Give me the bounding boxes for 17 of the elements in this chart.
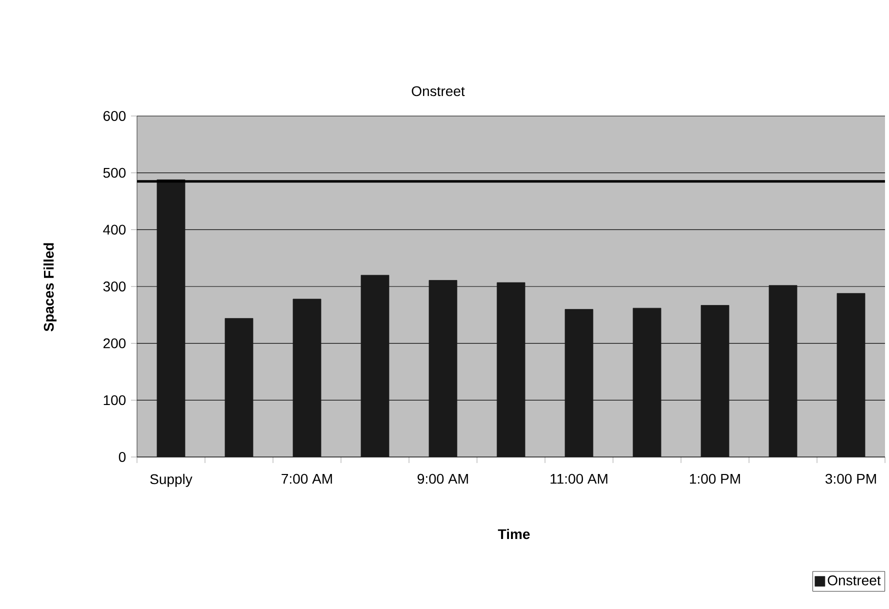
x-tick-label: 9:00 AM [418,474,468,484]
y-tick-label: 100 [104,395,126,406]
x-tick-label: 11:00 AM [550,474,608,484]
x-tick-label: 7:00 AM [282,474,332,484]
y-tick-label: 0 [118,452,126,462]
y-tick-label: 200 [103,338,126,348]
y-tick-label: 600 [103,111,126,121]
y-tick-label: 300 [103,282,126,292]
y-axis-title: Spaces Filled [43,243,57,332]
y-tick-label: 400 [103,224,126,235]
x-tick-label: 1:00 PM [690,474,740,484]
x-tick-label: 3:00 PM [825,474,876,484]
y-tick-label: 500 [103,168,126,178]
x-axis-title: Time [498,528,530,540]
x-tick-label: Supply [150,474,192,487]
legend-label: Onstreet [828,575,881,586]
chart-title: Onstreet [412,86,465,96]
